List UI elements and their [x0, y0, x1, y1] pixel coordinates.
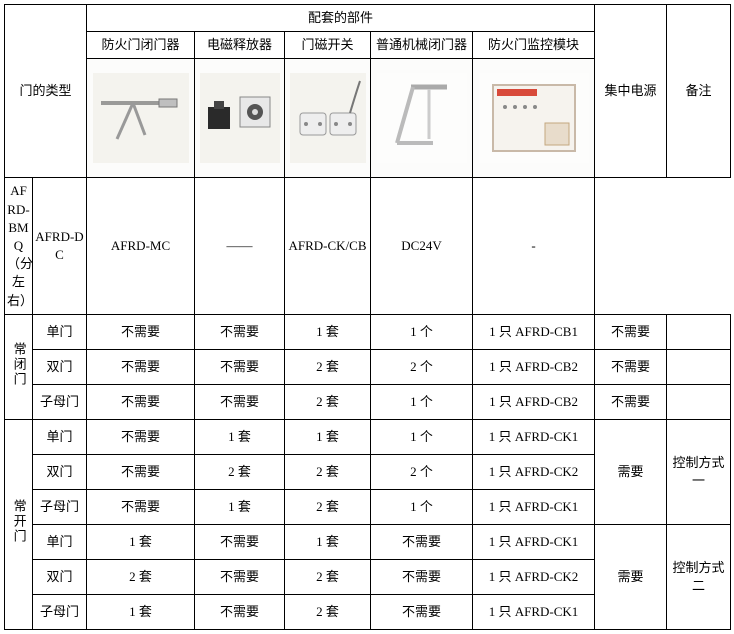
- cell: 2 个: [371, 349, 473, 384]
- cell: 1 只 AFRD-CK2: [473, 559, 595, 594]
- cell: 2 套: [285, 489, 371, 524]
- sub-label: 单门: [33, 419, 87, 454]
- sub-label: 双门: [33, 559, 87, 594]
- cell: 1 只 AFRD-CK2: [473, 454, 595, 489]
- sub-label: 单门: [33, 314, 87, 349]
- cell: 2 套: [285, 384, 371, 419]
- col6-header: 防火门监控模块: [473, 32, 595, 59]
- cell: 1 个: [371, 489, 473, 524]
- img-door-closer: [87, 59, 195, 178]
- cell: 1 套: [195, 419, 285, 454]
- cell: 1 只 AFRD-CK1: [473, 594, 595, 629]
- spec-table: 门的类型 配套的部件 集中电源 备注 防火门闭门器 电磁释放器 门磁开关 普通机…: [4, 4, 731, 630]
- cell: 需要: [595, 524, 667, 629]
- cell: 2 套: [87, 559, 195, 594]
- cell: 2 套: [285, 454, 371, 489]
- model-c7: DC24V: [371, 178, 473, 314]
- cell: 1 套: [285, 524, 371, 559]
- cell: 1 套: [285, 314, 371, 349]
- cell: 不需要: [371, 559, 473, 594]
- cell: 不需要: [195, 524, 285, 559]
- col-remark-header: 备注: [667, 5, 731, 178]
- cell: 不需要: [87, 419, 195, 454]
- cell: 2 套: [195, 454, 285, 489]
- sub-label: 子母门: [33, 594, 87, 629]
- cell: 1 只 AFRD-CB1: [473, 314, 595, 349]
- cell: 需要: [595, 419, 667, 524]
- model-c4: AFRD-MC: [87, 178, 195, 314]
- group-changkai: 常开门: [5, 419, 33, 629]
- cell: 1 套: [285, 419, 371, 454]
- cell: 2 个: [371, 454, 473, 489]
- cell: 1 只 AFRD-CK1: [473, 489, 595, 524]
- cell: 不需要: [87, 314, 195, 349]
- img-magnetic-switch: [285, 59, 371, 178]
- door-type-header: 门的类型: [5, 5, 87, 178]
- cell: 1 套: [87, 524, 195, 559]
- cell: 不需要: [87, 349, 195, 384]
- model-c6: AFRD-CK/CB: [285, 178, 371, 314]
- cell: 不需要: [195, 314, 285, 349]
- model-c8: -: [473, 178, 595, 314]
- cell: 不需要: [195, 559, 285, 594]
- cell: 不需要: [595, 314, 667, 349]
- col4-header: 门磁开关: [285, 32, 371, 59]
- img-em-release: [195, 59, 285, 178]
- cell: 2 套: [285, 349, 371, 384]
- cell: 1 只 AFRD-CB2: [473, 384, 595, 419]
- cell: [667, 349, 731, 384]
- model-c2: AFRD-BMQ（分左右）: [5, 178, 33, 314]
- sub-label: 单门: [33, 524, 87, 559]
- cell: 1 只 AFRD-CK1: [473, 524, 595, 559]
- cell: 1 个: [371, 314, 473, 349]
- cell: 不需要: [595, 384, 667, 419]
- cell: [667, 314, 731, 349]
- img-monitor-module: [473, 59, 595, 178]
- cell: 不需要: [195, 384, 285, 419]
- group-changbi: 常闭门: [5, 314, 33, 419]
- img-mech-closer: [371, 59, 473, 178]
- sub-label: 子母门: [33, 384, 87, 419]
- sub-label: 双门: [33, 454, 87, 489]
- cell: 不需要: [195, 349, 285, 384]
- col3-header: 电磁释放器: [195, 32, 285, 59]
- remark-mode1: 控制方式一: [667, 419, 731, 524]
- cell: 不需要: [87, 489, 195, 524]
- model-c5: ——: [195, 178, 285, 314]
- cell: 1 套: [87, 594, 195, 629]
- model-c3: AFRD-DC: [33, 178, 87, 314]
- cell: 2 套: [285, 559, 371, 594]
- cell: 不需要: [87, 454, 195, 489]
- remark-mode2: 控制方式二: [667, 524, 731, 629]
- cell: 1 只 AFRD-CB2: [473, 349, 595, 384]
- sub-label: 双门: [33, 349, 87, 384]
- cell: 不需要: [595, 349, 667, 384]
- cell: 1 个: [371, 419, 473, 454]
- cell: [667, 384, 731, 419]
- sub-label: 子母门: [33, 489, 87, 524]
- col5-header: 普通机械闭门器: [371, 32, 473, 59]
- cell: 不需要: [371, 594, 473, 629]
- cell: 1 套: [195, 489, 285, 524]
- cell: 2 套: [285, 594, 371, 629]
- col-power-header: 集中电源: [595, 5, 667, 178]
- cell: 不需要: [87, 384, 195, 419]
- cell: 不需要: [195, 594, 285, 629]
- cell: 不需要: [371, 524, 473, 559]
- supporting-parts-header: 配套的部件: [87, 5, 595, 32]
- col2-header: 防火门闭门器: [87, 32, 195, 59]
- cell: 1 个: [371, 384, 473, 419]
- cell: 1 只 AFRD-CK1: [473, 419, 595, 454]
